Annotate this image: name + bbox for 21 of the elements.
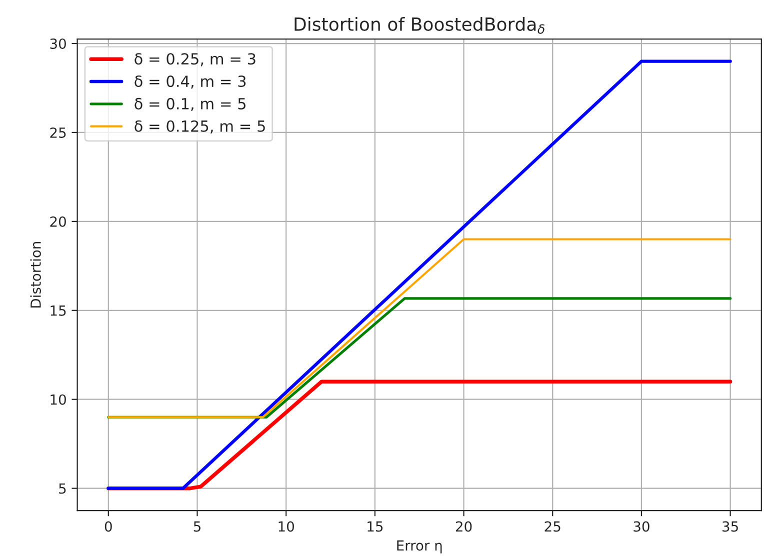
x-tick-label: 10 [278, 521, 294, 532]
y-axis-title: Distortion [30, 242, 41, 308]
x-tick-label: 20 [456, 521, 472, 532]
y-tick-label: 10 [50, 394, 66, 405]
y-tick-label: 20 [50, 216, 66, 227]
legend-label: δ = 0.125, m = 5 [134, 120, 265, 134]
y-tick-label: 30 [50, 38, 66, 49]
x-axis-title: Error η [397, 540, 442, 554]
x-tick-label: 0 [104, 521, 112, 532]
x-tick-label: 35 [722, 521, 738, 532]
legend-label: δ = 0.4, m = 3 [134, 76, 246, 89]
legend-label: δ = 0.25, m = 3 [134, 53, 256, 66]
chart-title: Distortion of BoostedBorda$_{δ}$ [294, 17, 544, 34]
x-tick-label: 15 [368, 521, 383, 532]
x-tick-label: 25 [544, 521, 560, 532]
y-tick-label: 15 [50, 306, 66, 316]
legend-label: δ = 0.1, m = 5 [134, 98, 246, 112]
x-tick-label: 5 [194, 521, 200, 532]
y-tick-label: 5 [59, 483, 66, 494]
y-tick-label: 25 [50, 127, 66, 138]
x-tick-label: 30 [634, 521, 650, 532]
